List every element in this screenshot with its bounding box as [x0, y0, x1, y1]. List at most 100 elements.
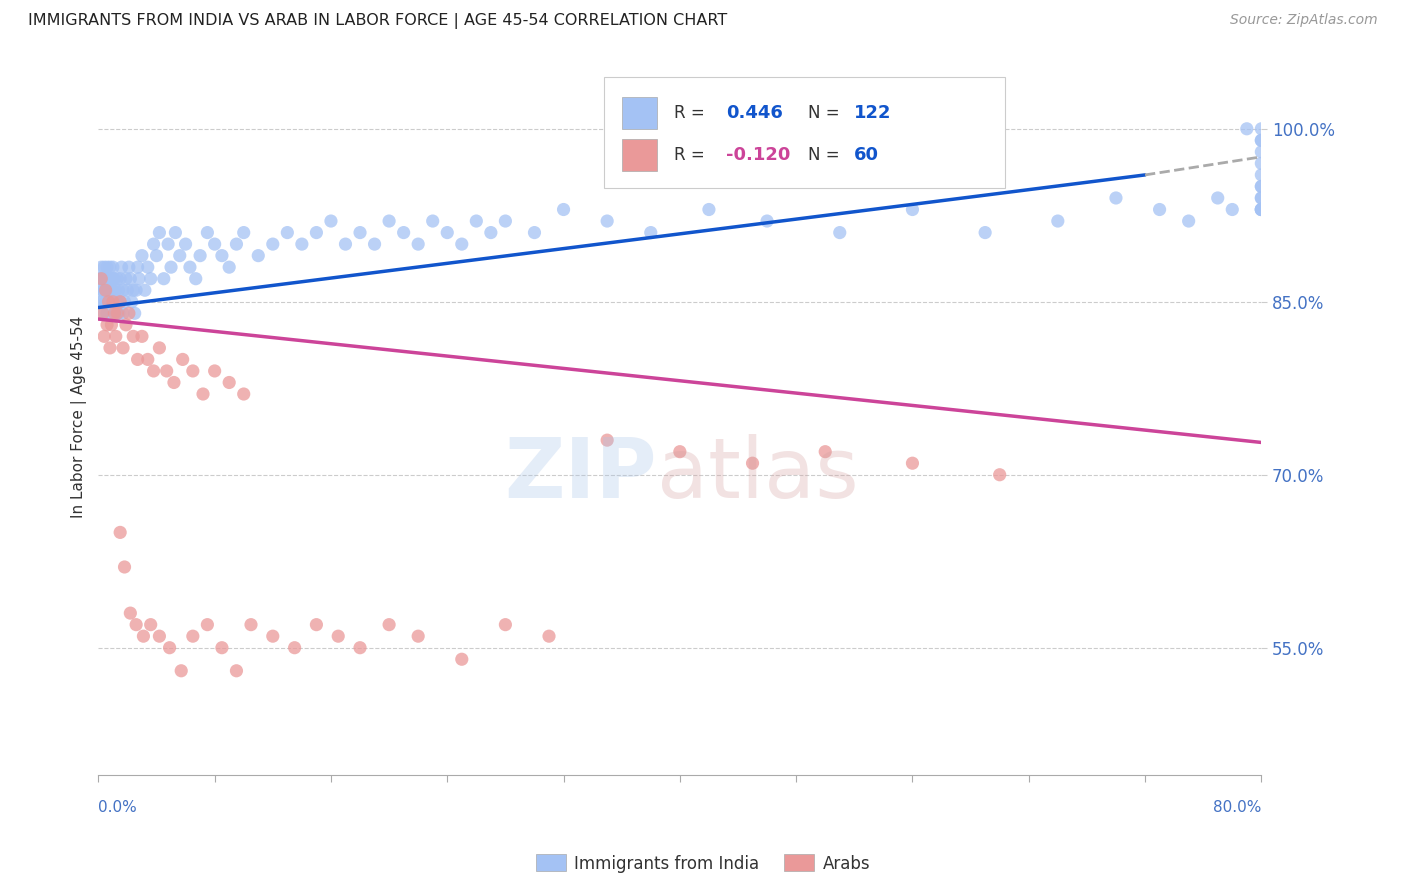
Point	[305, 617, 328, 632]
Point	[1250, 202, 1272, 217]
Text: 122: 122	[855, 104, 891, 122]
Point	[191, 387, 214, 401]
Point	[136, 260, 159, 275]
Point	[159, 640, 181, 655]
Point	[640, 226, 662, 240]
Point	[406, 237, 429, 252]
Point	[107, 283, 129, 297]
Bar	[605, 78, 1005, 188]
Point	[291, 237, 314, 252]
Point	[142, 237, 165, 252]
Point	[136, 352, 159, 367]
Point	[335, 237, 357, 252]
Point	[148, 629, 170, 643]
Point	[422, 214, 444, 228]
Point	[436, 226, 458, 240]
Point	[537, 629, 560, 643]
Point	[91, 271, 114, 285]
Point	[139, 617, 162, 632]
Point	[101, 260, 124, 275]
Point	[103, 271, 125, 285]
Point	[108, 294, 131, 309]
Point	[179, 260, 201, 275]
Point	[181, 364, 204, 378]
Point	[305, 226, 328, 240]
Point	[132, 629, 155, 643]
Text: -0.120: -0.120	[727, 145, 790, 164]
Point	[240, 617, 263, 632]
Text: atlas: atlas	[657, 434, 858, 515]
Point	[93, 329, 115, 343]
Point	[1250, 202, 1272, 217]
Point	[125, 617, 148, 632]
Point	[406, 629, 429, 643]
Point	[98, 294, 121, 309]
Text: Source: ZipAtlas.com: Source: ZipAtlas.com	[1230, 13, 1378, 28]
Point	[188, 249, 211, 263]
Point	[172, 352, 194, 367]
Point	[122, 329, 145, 343]
Point	[218, 260, 240, 275]
Point	[232, 387, 254, 401]
Point	[128, 271, 150, 285]
Point	[988, 467, 1011, 482]
Point	[170, 664, 193, 678]
Point	[1149, 202, 1171, 217]
Point	[756, 214, 779, 228]
Point	[1206, 191, 1229, 205]
Point	[105, 294, 128, 309]
Text: 0.0%: 0.0%	[98, 799, 138, 814]
Point	[195, 617, 218, 632]
Point	[112, 341, 135, 355]
Point	[247, 249, 270, 263]
Point	[97, 271, 120, 285]
Point	[157, 237, 180, 252]
Point	[1236, 121, 1258, 136]
Point	[93, 260, 115, 275]
Text: R =: R =	[673, 104, 710, 122]
Point	[90, 260, 112, 275]
Point	[596, 214, 619, 228]
Point	[1250, 202, 1272, 217]
Point	[479, 226, 502, 240]
Point	[465, 214, 488, 228]
Point	[152, 271, 174, 285]
Point	[195, 226, 218, 240]
Bar	[621, 97, 657, 129]
Point	[1250, 133, 1272, 147]
Point	[114, 294, 136, 309]
Bar	[621, 138, 657, 170]
Point	[184, 271, 207, 285]
Point	[349, 640, 371, 655]
Point	[901, 456, 924, 470]
Legend: Immigrants from India, Arabs: Immigrants from India, Arabs	[529, 847, 877, 880]
Point	[1105, 191, 1128, 205]
Point	[814, 444, 837, 458]
Point	[127, 260, 149, 275]
Text: 80.0%: 80.0%	[1213, 799, 1261, 814]
Point	[121, 294, 143, 309]
Point	[218, 376, 240, 390]
Point	[118, 306, 141, 320]
Point	[105, 271, 128, 285]
Point	[118, 260, 141, 275]
Point	[96, 283, 118, 297]
Point	[1250, 133, 1272, 147]
Text: IMMIGRANTS FROM INDIA VS ARAB IN LABOR FORCE | AGE 45-54 CORRELATION CHART: IMMIGRANTS FROM INDIA VS ARAB IN LABOR F…	[28, 13, 727, 29]
Point	[90, 271, 112, 285]
Point	[131, 329, 153, 343]
Point	[204, 237, 226, 252]
Point	[97, 294, 120, 309]
Point	[1250, 121, 1272, 136]
Point	[94, 271, 117, 285]
Point	[103, 306, 125, 320]
Point	[596, 433, 619, 447]
Point	[112, 306, 135, 320]
Point	[120, 271, 142, 285]
Point	[1250, 179, 1272, 194]
Point	[669, 444, 692, 458]
Point	[1250, 145, 1272, 159]
Point	[108, 271, 131, 285]
Point	[1250, 156, 1272, 170]
Point	[145, 249, 167, 263]
